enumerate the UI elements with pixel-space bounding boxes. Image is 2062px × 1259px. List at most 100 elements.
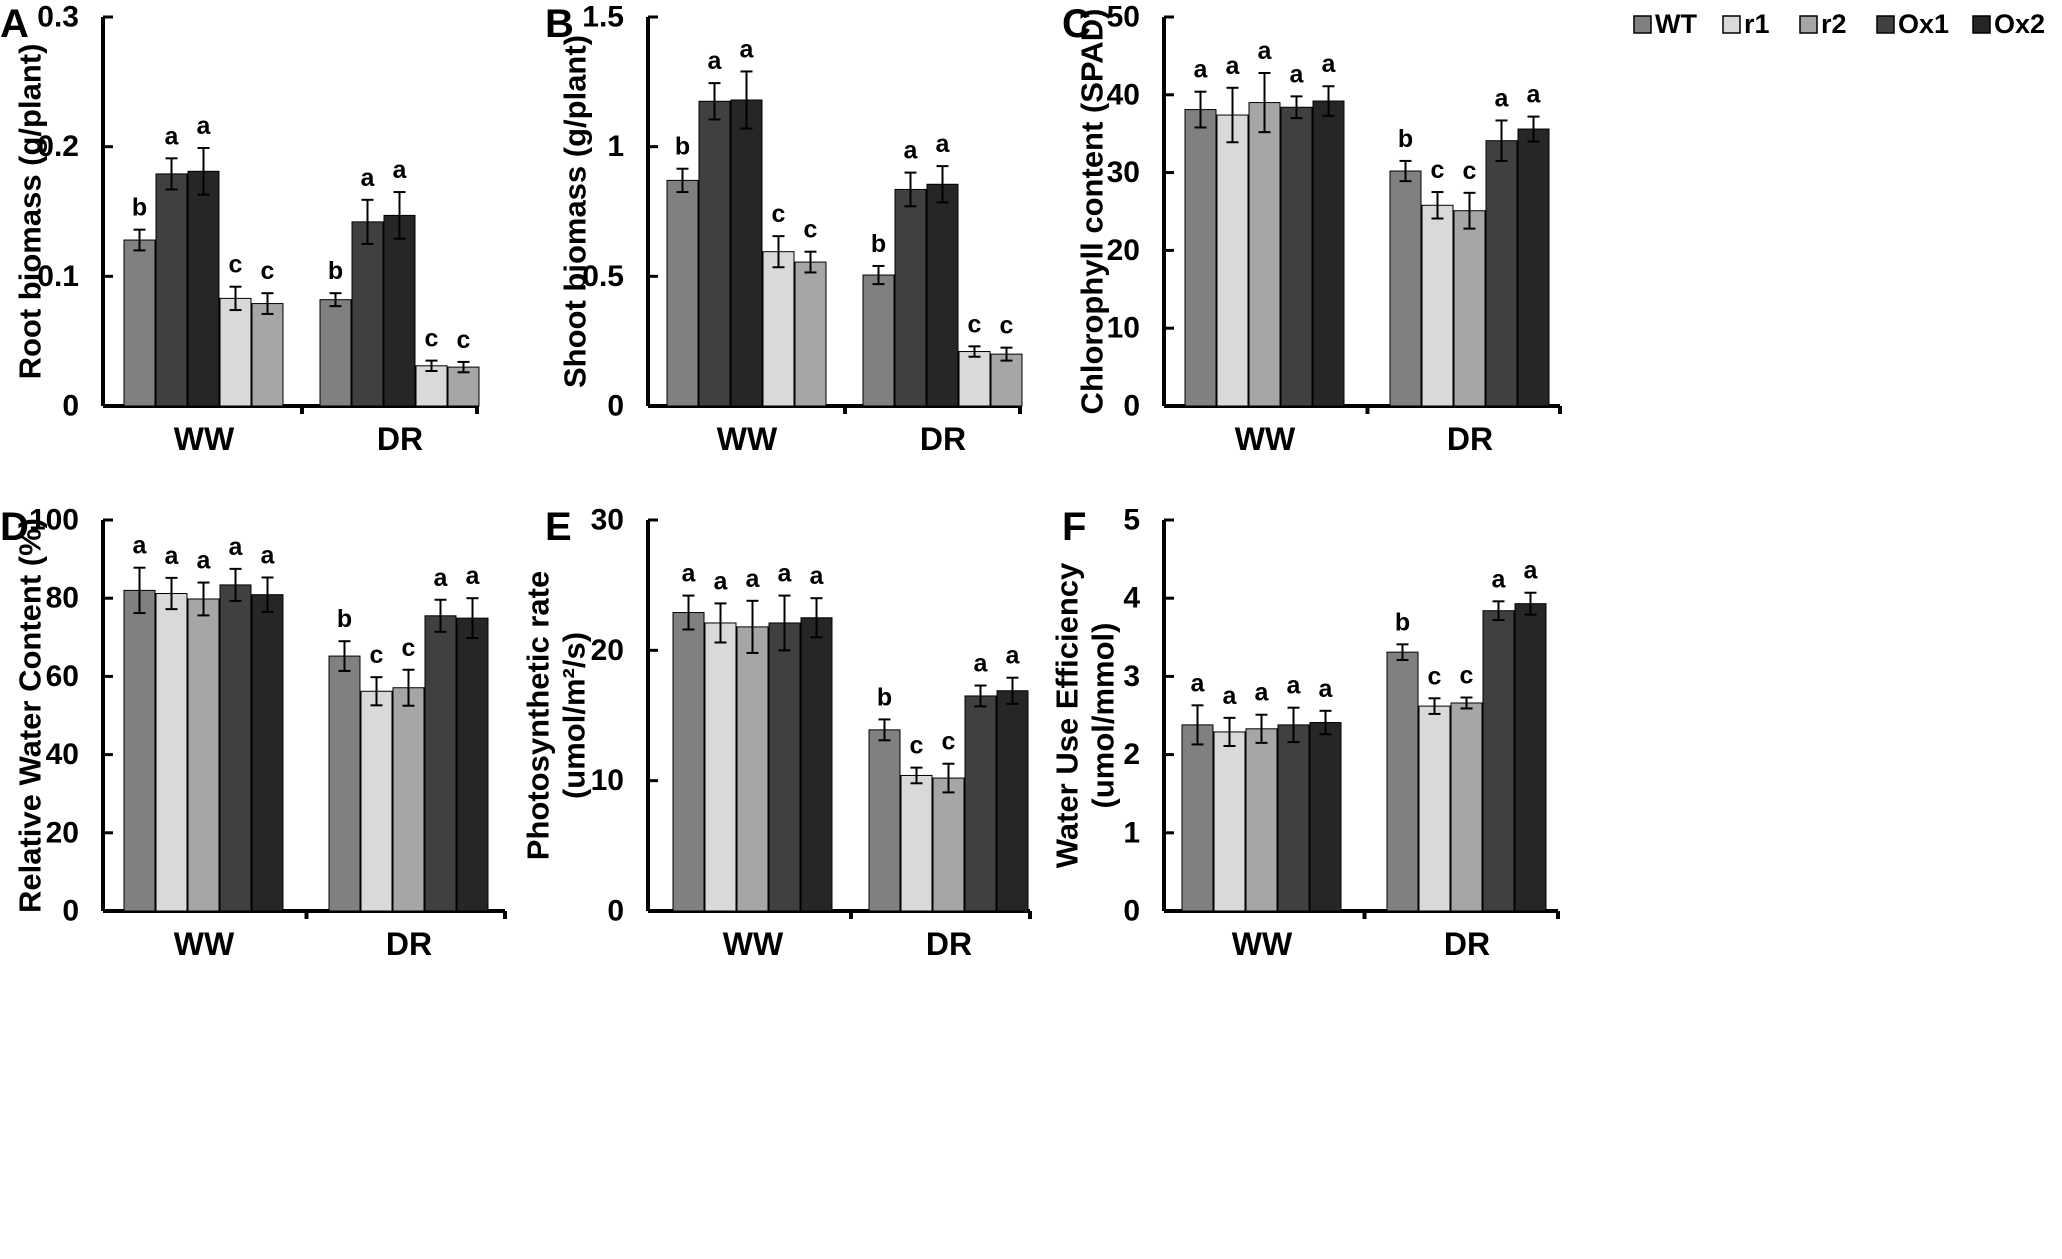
y-tick-label: 1.5 xyxy=(582,1,624,34)
y-tick-label: 4 xyxy=(1123,582,1140,615)
significance-letter: a xyxy=(1223,682,1238,710)
bar-wt-ww xyxy=(1184,109,1217,407)
significance-letter: a xyxy=(133,532,148,560)
y-tick-label: 30 xyxy=(1107,156,1140,189)
bar-ox2-dr xyxy=(996,690,1029,912)
bar-wt-dr xyxy=(1386,651,1419,912)
bar-ox2-ww xyxy=(730,99,763,407)
bar-ox2-dr xyxy=(383,214,416,407)
bar-ox1-dr xyxy=(894,188,927,407)
significance-letter: c xyxy=(229,251,243,279)
y-tick-label: 0.5 xyxy=(582,260,624,293)
bar-r1-ww xyxy=(1213,731,1246,912)
significance-letter: b xyxy=(675,133,690,161)
bar-wt-dr xyxy=(862,274,895,407)
legend-label-ox1: Ox1 xyxy=(1898,9,1949,39)
significance-letter: a xyxy=(1255,679,1270,707)
panel-letter: F xyxy=(1062,505,1086,549)
significance-letter: b xyxy=(1398,125,1413,153)
significance-letter: a xyxy=(393,156,408,184)
y-axis-title: Root biomass (g/plant) xyxy=(13,44,48,380)
category-label: DR xyxy=(926,926,972,962)
significance-letter: c xyxy=(772,200,786,228)
significance-letter: a xyxy=(1524,557,1539,585)
bar-ox2-dr xyxy=(926,183,959,407)
bar-r1-dr xyxy=(415,365,448,407)
bar-r1-dr xyxy=(1421,204,1454,407)
panel-letter: C xyxy=(1062,2,1091,46)
y-axis-title: Photosynthetic rate xyxy=(521,571,556,860)
significance-letter: a xyxy=(740,35,755,63)
legend-swatch-r2 xyxy=(1799,15,1818,34)
bar-wt-dr xyxy=(868,729,901,912)
bar-r2-dr xyxy=(990,353,1023,407)
significance-letter: a xyxy=(261,541,276,569)
category-label: DR xyxy=(920,421,966,457)
significance-letter: c xyxy=(1428,662,1442,690)
significance-letter: a xyxy=(229,533,244,561)
significance-letter: c xyxy=(1460,662,1474,690)
bar-r1-ww xyxy=(704,622,737,912)
significance-letter: c xyxy=(370,641,384,669)
bar-ox1-ww xyxy=(1277,724,1310,912)
y-tick-label: 60 xyxy=(46,660,79,693)
significance-letter: b xyxy=(877,683,892,711)
bar-ox1-dr xyxy=(964,695,997,912)
significance-letter: a xyxy=(1006,642,1021,670)
y-tick-label: 0.3 xyxy=(37,1,79,34)
bar-r2-ww xyxy=(794,261,827,407)
y-tick-label: 1 xyxy=(1123,816,1140,849)
y-tick-label: 0.1 xyxy=(37,260,79,293)
significance-letter: c xyxy=(1463,157,1477,185)
y-tick-label: 0 xyxy=(62,895,79,928)
bar-ox2-ww xyxy=(1312,100,1345,407)
bar-ox1-ww xyxy=(698,100,731,407)
bar-r2-ww xyxy=(1248,102,1281,407)
panel-letter: E xyxy=(545,505,572,549)
significance-letter: b xyxy=(871,230,886,258)
legend: WT r1 r2 Ox1 Ox2 xyxy=(1633,9,2045,39)
bar-r2-ww xyxy=(1245,728,1278,912)
significance-letter: a xyxy=(1495,84,1510,112)
significance-letter: a xyxy=(1319,675,1334,703)
bar-wt-ww xyxy=(123,589,156,912)
significance-letter: a xyxy=(1322,50,1337,78)
y-tick-label: 10 xyxy=(591,764,624,797)
panel-letter: D xyxy=(0,505,29,549)
significance-letter: a xyxy=(778,560,793,588)
significance-letter: a xyxy=(197,547,212,575)
y-tick-label: 0 xyxy=(607,895,624,928)
bar-ox2-dr xyxy=(456,617,489,912)
y-tick-label: 10 xyxy=(1107,312,1140,345)
bar-wt-dr xyxy=(1389,170,1422,407)
significance-letter: a xyxy=(974,650,989,678)
significance-letter: a xyxy=(1492,565,1507,593)
category-label: WW xyxy=(1232,926,1293,962)
legend-swatch-ox1 xyxy=(1876,15,1895,34)
y-tick-label: 5 xyxy=(1123,504,1140,537)
significance-letter: a xyxy=(434,564,449,592)
bar-wt-dr xyxy=(328,655,361,912)
category-label: DR xyxy=(1447,421,1493,457)
bar-r1-ww xyxy=(219,297,252,407)
legend-label-r2: r2 xyxy=(1821,9,1847,39)
bar-r2-dr xyxy=(447,366,480,407)
y-tick-label: 20 xyxy=(591,634,624,667)
y-tick-label: 80 xyxy=(46,582,79,615)
significance-letter: a xyxy=(1258,37,1273,65)
y-tick-label: 20 xyxy=(1107,234,1140,267)
bar-r2-dr xyxy=(392,687,425,912)
category-label: WW xyxy=(723,926,784,962)
y-tick-label: 0.2 xyxy=(37,130,79,163)
y-tick-label: 20 xyxy=(46,816,79,849)
y-tick-label: 2 xyxy=(1123,738,1140,771)
significance-letter: a xyxy=(746,565,761,593)
category-label: WW xyxy=(174,926,235,962)
bar-r1-ww xyxy=(155,593,188,912)
significance-letter: a xyxy=(1290,60,1305,88)
bar-ox1-ww xyxy=(1280,106,1313,407)
bar-ox2-dr xyxy=(1517,128,1550,407)
